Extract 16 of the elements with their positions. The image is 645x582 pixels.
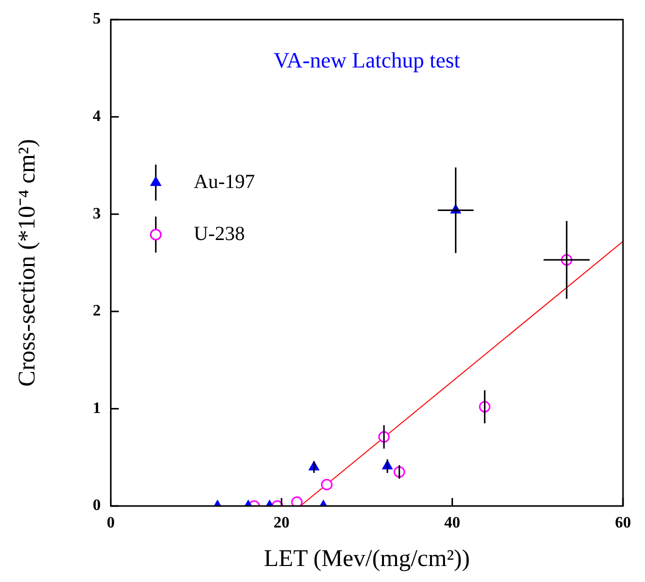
- point: [291, 496, 303, 506]
- x-tick-label: 40: [444, 514, 460, 532]
- legend-label: Au-197: [194, 170, 255, 193]
- legend-label: U-238: [194, 222, 245, 245]
- y-axis-title: Cross-section (*10⁻⁴ cm²): [14, 139, 41, 387]
- y-tick-label: 5: [92, 10, 101, 28]
- y-tick-label: 1: [92, 400, 101, 417]
- x-axis-title: LET (Mev/(mg/cm²)): [264, 546, 470, 572]
- x-tick-label: 60: [615, 514, 631, 532]
- y-tick-label: 2: [92, 302, 101, 320]
- y-tick-label: 3: [92, 205, 101, 222]
- y-tick-label: 4: [92, 108, 101, 126]
- x-tick-label: 0: [106, 514, 115, 532]
- text: VA-new Latchup test: [274, 47, 460, 72]
- x-tick-label: 20: [274, 514, 290, 532]
- y-tick-label: 0: [92, 497, 101, 514]
